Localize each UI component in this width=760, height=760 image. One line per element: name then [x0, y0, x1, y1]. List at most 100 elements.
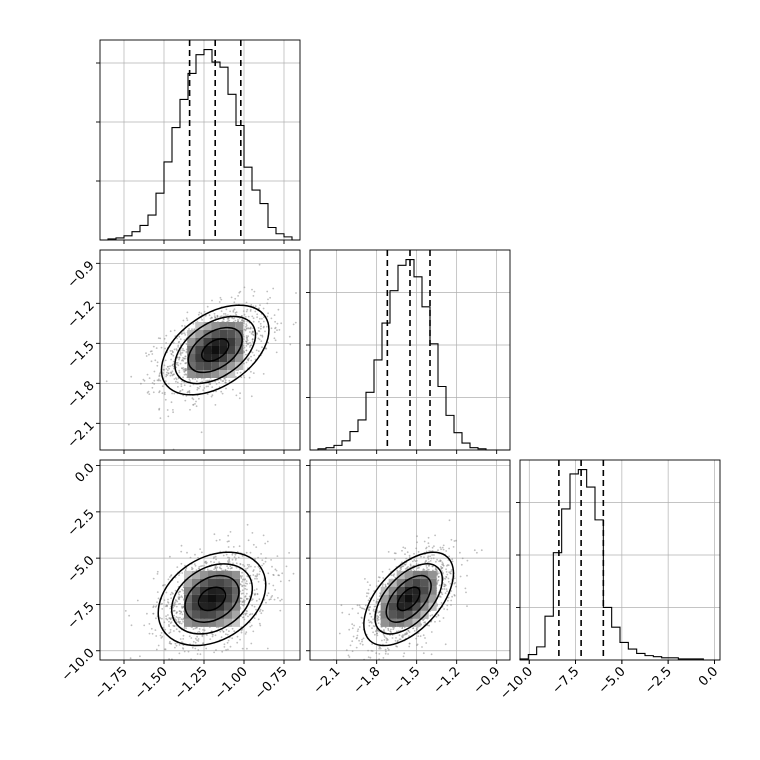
scatter-3-density-cell — [396, 602, 405, 611]
scatter-3-point — [370, 615, 373, 618]
scatter-1-point — [252, 372, 255, 374]
scatter-3-point — [392, 574, 394, 576]
scatter-1-point — [184, 369, 187, 372]
scatter-3-point — [361, 638, 363, 641]
scatter-3-point — [447, 580, 450, 583]
scatter-3-point — [422, 652, 425, 655]
scatter-1-point — [153, 379, 156, 382]
scatter-2-density-cell — [208, 618, 216, 627]
scatter-3-point — [404, 563, 407, 566]
scatter-1-point — [245, 336, 248, 339]
scatter-1-density-cell — [195, 338, 204, 346]
scatter-3-point — [348, 613, 351, 616]
scatter-2-point — [244, 578, 247, 581]
scatter-3-point — [453, 577, 456, 580]
scatter-2-point — [163, 621, 166, 624]
scatter-1-point — [243, 286, 246, 289]
scatter-2-point — [169, 576, 171, 578]
scatter-2-point — [243, 565, 246, 567]
scatter-3-point — [375, 585, 378, 587]
scatter-2-point — [174, 618, 177, 621]
scatter-1-point — [266, 302, 269, 305]
scatter-3-point — [372, 599, 375, 602]
scatter-1-point — [260, 340, 263, 342]
scatter-2-point — [241, 647, 244, 650]
scatter-1-point — [130, 375, 133, 378]
scatter-1-point — [164, 347, 167, 350]
scatter-2-point — [246, 567, 249, 570]
scatter-2-point — [202, 642, 204, 645]
scatter-3-point — [436, 570, 439, 573]
scatter-2-point — [181, 596, 184, 599]
scatter-1-density-cell — [203, 346, 212, 354]
scatter-3-point — [443, 583, 446, 586]
scatter-1-point — [247, 335, 250, 338]
scatter-1-point — [214, 316, 217, 319]
scatter-3-point — [338, 632, 341, 635]
scatter-3-density-cell — [412, 602, 421, 611]
scatter-2-point — [192, 628, 195, 630]
scatter-2-point — [257, 618, 260, 621]
scatter-3-point — [353, 624, 355, 627]
scatter-1-point — [239, 371, 242, 374]
scatter-2-point — [238, 545, 241, 548]
scatter-2-point — [203, 565, 205, 567]
scatter-3-point — [410, 569, 412, 572]
scatter-1-point — [258, 320, 260, 323]
scatter-3-point — [438, 572, 440, 574]
scatter-2-point — [199, 653, 202, 656]
scatter-1-point — [245, 310, 248, 313]
scatter-1-point — [152, 345, 155, 348]
scatter-3-point — [441, 571, 444, 574]
scatter-2-point — [258, 598, 261, 601]
scatter-1-point — [216, 315, 219, 317]
histogram-1-frame — [99, 39, 301, 241]
scatter-1-point — [250, 370, 252, 373]
scatter-3-point — [416, 643, 419, 646]
scatter-1-point — [194, 403, 196, 405]
scatter-1-point — [181, 380, 183, 383]
scatter-2-point — [182, 638, 185, 640]
scatter-1-point — [148, 377, 151, 379]
scatter-3-point — [446, 590, 448, 593]
scatter-2-point — [254, 566, 256, 568]
scatter-2-density-cell — [200, 570, 208, 579]
scatter-1-point — [201, 319, 204, 321]
scatter-2-point — [217, 626, 220, 629]
scatter-1-point — [148, 353, 150, 356]
scatter-1-point — [175, 378, 178, 381]
scatter-2-point — [197, 556, 199, 559]
scatter-1-point — [250, 355, 252, 358]
scatter-2-point — [225, 553, 228, 556]
scatter-3-point — [448, 571, 451, 573]
scatter-3-point — [406, 566, 408, 569]
scatter-2-density-cell — [184, 602, 192, 611]
scatter-2-point — [169, 631, 172, 634]
scatter-3-point — [367, 588, 370, 591]
scatter-1-point — [182, 319, 185, 322]
scatter-1-contour-4 — [160, 304, 270, 396]
scatter-1-point — [164, 398, 167, 401]
scatter-2-point — [180, 665, 182, 667]
scatter-2-point — [215, 569, 218, 572]
scatter-1-point — [220, 315, 223, 318]
scatter-2-point — [199, 548, 202, 550]
scatter-1-point — [177, 386, 179, 388]
scatter-1-density-cell — [235, 354, 244, 362]
scatter-1-density-cell — [219, 346, 228, 354]
scatter-2-point — [257, 556, 259, 559]
scatter-3-point — [419, 635, 422, 638]
scatter-3-point — [381, 570, 384, 573]
scatter-3-point — [434, 620, 436, 623]
scatter-2-point — [174, 603, 177, 606]
scatter-1-point — [259, 304, 261, 306]
scatter-1-point — [273, 314, 276, 316]
scatter-3-point — [408, 645, 411, 648]
scatter-2-point — [213, 662, 215, 664]
scatter-3-point — [355, 646, 358, 649]
scatter-1-point — [151, 353, 154, 355]
scatter-1-point — [189, 408, 191, 411]
scatter-3-point — [382, 633, 385, 636]
scatter-1-point — [185, 348, 188, 351]
scatter-1-point — [211, 394, 214, 397]
